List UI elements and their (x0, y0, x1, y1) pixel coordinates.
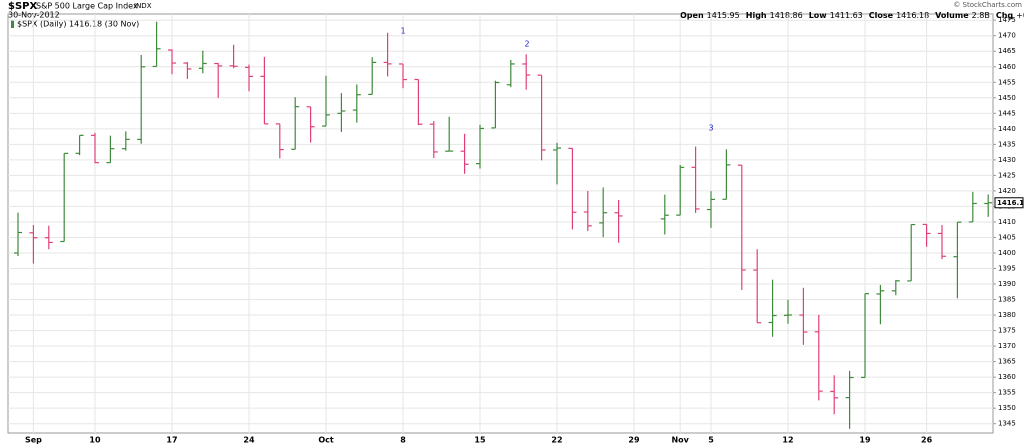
y-tick-label: 1430 (998, 156, 1016, 164)
y-tick-label: 1435 (998, 140, 1016, 148)
x-tick-label: Sep (25, 436, 42, 445)
stat-label: Close (869, 11, 894, 20)
y-tick-label: 1360 (998, 373, 1016, 381)
y-tick-label: 1345 (998, 420, 1016, 428)
x-tick-label: 17 (166, 436, 177, 445)
y-tick-label: 1475 (998, 16, 1016, 24)
stat-label: Volume (935, 11, 969, 20)
y-tick-label: 1425 (998, 171, 1016, 179)
y-tick-label: 1450 (998, 94, 1016, 102)
y-tick-label: 1440 (998, 125, 1016, 133)
y-tick-label: 1470 (998, 32, 1016, 40)
y-tick-label: 1365 (998, 358, 1016, 366)
stat-label: Low (809, 11, 828, 20)
y-tick-label: 1460 (998, 63, 1016, 71)
x-tick-label: 10 (89, 436, 101, 445)
annotation: 1 (400, 27, 405, 36)
y-tick-label: 1405 (998, 233, 1016, 241)
y-tick-label: 1385 (998, 296, 1016, 304)
y-tick-label: 1380 (998, 311, 1016, 319)
chart-title: S&P 500 Large Cap Index (36, 2, 138, 11)
legend: $SPX (Daily) 1416.18 (30 Nov) (17, 20, 139, 29)
stats: Open 1415.95 High 1418.86 Low 1411.63 Close 141… (680, 11, 1024, 20)
stat-value: +0.23 (+0.02%) (1016, 11, 1024, 20)
y-tick-label: 1465 (998, 47, 1016, 55)
x-tick-label: 15 (474, 436, 486, 445)
y-tick-label: 1375 (998, 327, 1016, 335)
y-tick-label: 1410 (998, 218, 1016, 226)
plot-frame (7, 13, 994, 434)
y-tick-label: 1390 (998, 280, 1016, 288)
x-tick-label: 26 (921, 436, 933, 445)
y-tick-label: 1400 (998, 249, 1016, 257)
credit: © StockCharts.com (953, 1, 1022, 9)
annotation: 3 (708, 124, 713, 133)
x-tick-label: 8 (400, 436, 406, 445)
stat-label: Chg (996, 11, 1014, 20)
last-price-label: 1416.18 (997, 199, 1024, 207)
stat-value: 1416.18 (896, 11, 929, 20)
stat-value: 1411.63 (830, 11, 863, 20)
stat-label: Open (680, 11, 704, 20)
stat-label: High (746, 11, 767, 20)
stat-value: 1415.95 (707, 11, 740, 20)
y-tick-label: 1420 (998, 187, 1016, 195)
exchange: INDX (134, 2, 152, 10)
x-tick-label: 24 (243, 436, 255, 445)
y-tick-label: 1445 (998, 109, 1016, 117)
last-price-box (994, 197, 1024, 209)
stat-value: 1418.86 (770, 11, 803, 20)
x-tick-label: 22 (551, 436, 562, 445)
x-tick-label: 12 (782, 436, 793, 445)
annotation: 2 (524, 40, 529, 49)
y-tick-label: 1355 (998, 389, 1016, 397)
y-tick-label: 1455 (998, 78, 1016, 86)
x-tick-label: Oct (318, 436, 334, 445)
x-tick-label: 5 (708, 436, 714, 445)
symbol: $SPX (8, 1, 37, 12)
x-tick-label: Nov (671, 436, 689, 445)
x-tick-label: 19 (859, 436, 871, 445)
x-tick-label: 29 (628, 436, 640, 445)
y-tick-label: 1350 (998, 404, 1016, 412)
stat-value: 2.8B (972, 11, 990, 20)
legend-icon (11, 20, 14, 28)
y-tick-label: 1395 (998, 265, 1016, 273)
y-tick-label: 1370 (998, 342, 1016, 350)
